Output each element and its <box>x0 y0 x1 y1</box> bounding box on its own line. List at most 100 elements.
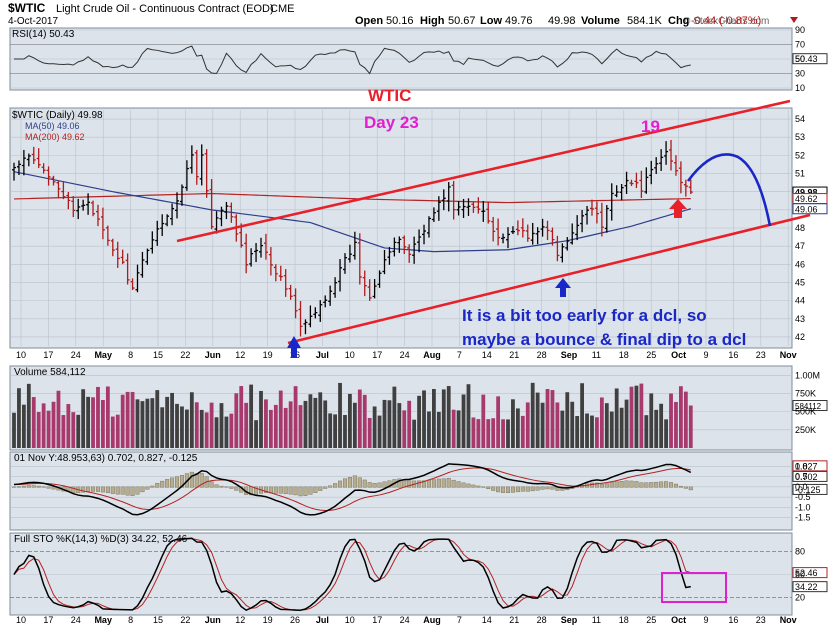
upper-channel-line <box>176 99 791 243</box>
macd-tag-label: -0.125 <box>795 485 821 495</box>
volume-bar <box>679 386 683 448</box>
volume-bar <box>451 409 456 448</box>
sto-tick-label: 80 <box>795 546 805 556</box>
volume-bar <box>214 417 219 448</box>
volume-value: 584.1K <box>627 15 663 27</box>
volume-bar <box>422 390 426 448</box>
macd-histogram-bar <box>194 473 199 488</box>
date-tick-label: 14 <box>482 350 492 360</box>
rsi-tick-label: 30 <box>795 69 805 79</box>
macd-histogram-bar <box>654 481 659 488</box>
price-tick-label: 48 <box>795 223 805 233</box>
macd-histogram-bar <box>604 483 609 488</box>
macd-histogram-bar <box>145 486 150 490</box>
volume-bar <box>486 419 491 448</box>
macd-histogram-bar <box>175 476 180 488</box>
macd-histogram-bar <box>308 486 313 495</box>
macd-histogram-bar <box>397 478 402 488</box>
stochastic-series: 52.46 34.22 <box>13 537 828 612</box>
volume-bar <box>619 407 624 448</box>
macd-histogram-bar <box>125 486 130 496</box>
macd-histogram-bar <box>214 484 219 488</box>
macd-histogram-bar <box>683 486 688 489</box>
volume-bar <box>199 409 204 448</box>
date-tick-label: 11 <box>592 615 601 625</box>
date-tick-label: 17 <box>372 350 382 360</box>
macd-histogram-bar <box>150 485 155 488</box>
rsi-tick-label: 90 <box>795 25 805 35</box>
macd-histogram-bar <box>377 482 382 488</box>
volume-bar <box>140 401 145 448</box>
volume-bar <box>520 415 525 448</box>
macd-histogram-bar <box>441 478 446 488</box>
date-tick-label: Sep <box>561 350 578 360</box>
volume-bar <box>135 399 140 448</box>
macd-histogram-bar <box>338 480 343 488</box>
price-tick-label: 53 <box>795 132 805 142</box>
macd-histogram-bar <box>165 479 170 488</box>
macd-histogram-bar <box>254 486 259 495</box>
macd-histogram-bar <box>407 480 412 488</box>
date-tick-label: 24 <box>71 350 81 360</box>
low-value: 49.76 <box>505 15 533 27</box>
macd-histogram-bar <box>664 481 669 488</box>
volume-bar <box>634 385 639 448</box>
date-tick-label: 10 <box>345 615 355 625</box>
volume-bar <box>417 395 421 448</box>
price-tick-label: 54 <box>795 114 805 124</box>
volume-bar <box>649 393 654 448</box>
price-title: $WTIC (Daily) 49.98 <box>12 110 103 121</box>
date-tick-label: Jun <box>205 350 221 360</box>
volume-bar <box>86 396 90 448</box>
macd-histogram-bar <box>303 486 308 496</box>
macd-histogram-bar <box>273 486 278 494</box>
volume-bar <box>26 383 31 448</box>
macd-histogram-bar <box>520 486 525 492</box>
volume-bar <box>61 415 66 448</box>
open-label: Open <box>355 15 383 27</box>
volume-bar <box>471 417 476 448</box>
date-tick-label: 21 <box>509 615 519 625</box>
macd-histogram-bar <box>649 482 654 488</box>
volume-bar <box>545 389 550 448</box>
volume-bar <box>323 400 328 448</box>
volume-bar <box>372 406 377 448</box>
volume-bar <box>461 394 466 448</box>
volume-bar <box>110 416 115 448</box>
macd-histogram-bar <box>313 486 318 493</box>
volume-bar <box>219 403 224 448</box>
macd-title: 01 Nov Y:48.953,63) 0.702, 0.827, -0.125 <box>14 453 198 464</box>
date-tick-label: 8 <box>128 615 133 625</box>
macd-histogram-bar <box>614 481 619 488</box>
macd-histogram-bar <box>199 473 204 488</box>
volume-bar <box>604 403 609 448</box>
volume-bar <box>36 412 41 448</box>
date-tick-label: 8 <box>128 350 133 360</box>
volume-bar <box>254 420 258 448</box>
volume-bar <box>12 412 16 448</box>
volume-bar <box>180 406 184 448</box>
date-tick-label: Oct <box>671 350 686 360</box>
volume-bar <box>441 389 446 448</box>
macd-histogram-bar <box>461 482 466 488</box>
exchange-label: CME <box>270 3 294 15</box>
volume-bar <box>328 413 333 448</box>
rsi-line <box>14 45 691 75</box>
volume-bar <box>674 401 678 448</box>
macd-tick-label: 0.5 <box>795 472 808 482</box>
volume-bar <box>412 419 417 448</box>
volume-bar <box>659 403 664 448</box>
volume-bar <box>446 386 451 448</box>
rsi-tag <box>792 53 828 65</box>
macd-histogram-bar <box>560 486 565 491</box>
macd-histogram-bar <box>417 480 422 488</box>
date-tick-label: 22 <box>180 350 190 360</box>
volume-bar <box>639 383 644 448</box>
symbol-label: $WTIC <box>8 1 46 15</box>
date-tick-label: Aug <box>423 350 441 360</box>
macd-histogram-bar <box>224 486 229 488</box>
volume-bar <box>624 399 629 448</box>
date-tick-label: Aug <box>423 615 441 625</box>
volume-bar <box>125 391 130 448</box>
price-tick-label: 45 <box>795 277 805 287</box>
